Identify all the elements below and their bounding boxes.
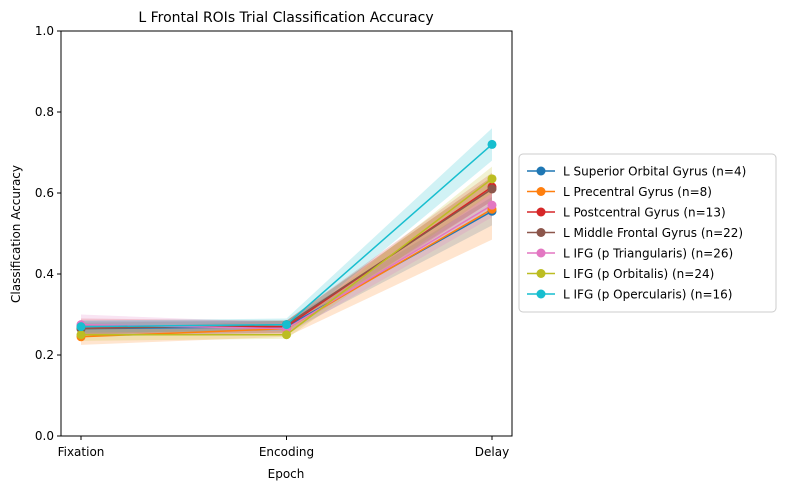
x-tick-label: Fixation	[58, 445, 105, 459]
legend-marker	[536, 269, 546, 278]
data-point	[76, 330, 86, 340]
legend-marker	[536, 228, 546, 237]
legend-marker	[536, 166, 546, 176]
data-point	[487, 184, 497, 194]
y-tick-label: 0.4	[35, 267, 54, 281]
y-tick-label: 0.2	[35, 348, 54, 362]
legend: L Superior Orbital Gyrus (n=4) L Precentr…	[518, 153, 777, 313]
chart-title: L Frontal ROIs Trial Classification Accu…	[138, 10, 433, 26]
data-point	[282, 330, 291, 340]
legend-frame	[518, 153, 777, 313]
legend-entry: L IFG (p Orbitalis) (n=24)	[563, 267, 714, 281]
legend-entry: L Superior Orbital Gyrus (n=4)	[563, 165, 746, 179]
legend-entry: L Middle Frontal Gyrus (n=22)	[563, 226, 743, 240]
legend-entry: L IFG (p Triangularis) (n=26)	[563, 247, 733, 261]
x-axis: Fixation Encoding Delay	[58, 436, 509, 459]
x-tick-label: Encoding	[259, 445, 314, 459]
x-tick-label: Delay	[475, 445, 509, 459]
legend-entry: L Precentral Gyrus (n=8)	[563, 185, 712, 199]
y-tick-label: 1.0	[35, 24, 54, 38]
y-tick-label: 0.6	[35, 186, 54, 200]
plot-area	[61, 31, 512, 436]
x-axis-label: Epoch	[268, 467, 305, 481]
series-points	[76, 139, 497, 342]
legend-entry: L IFG (p Opercularis) (n=16)	[563, 288, 732, 302]
data-point	[487, 200, 497, 210]
data-point	[487, 139, 497, 149]
legend-marker	[536, 187, 546, 196]
data-point	[282, 320, 291, 330]
y-axis: 0.0 0.2 0.4 0.6 0.8 1.0	[35, 24, 61, 443]
data-point	[76, 322, 86, 332]
y-tick-label: 0.8	[35, 105, 54, 119]
data-point	[487, 174, 497, 184]
legend-marker	[536, 207, 546, 217]
legend-entry: L Postcentral Gyrus (n=13)	[563, 206, 726, 220]
y-axis-label: Classification Accuracy	[9, 165, 23, 303]
legend-marker	[536, 248, 546, 258]
confidence-band	[81, 193, 492, 335]
confidence-band	[81, 197, 492, 337]
y-tick-label: 0.0	[35, 429, 54, 443]
legend-marker	[536, 289, 546, 299]
